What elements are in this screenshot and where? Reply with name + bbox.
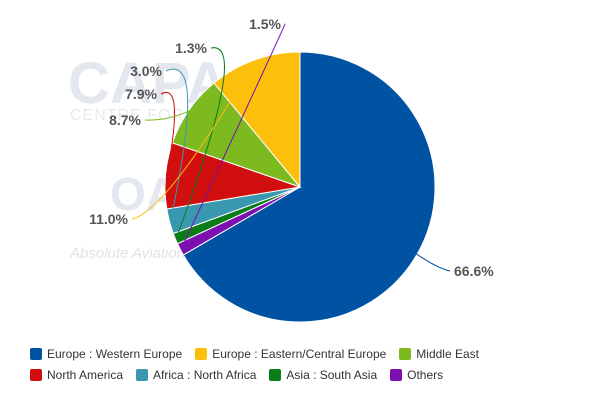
leader-line xyxy=(144,110,191,121)
legend-swatch xyxy=(399,347,412,360)
slice-label: 66.6% xyxy=(454,263,494,279)
legend-item[interactable]: Middle East xyxy=(399,347,479,361)
slice-label: 11.0% xyxy=(89,211,128,227)
slice-labels: 66.6% 1.5% 1.3% 3.0% 7.9% 8.7% 11.0% xyxy=(89,16,494,279)
legend-swatch xyxy=(195,347,208,360)
legend-swatch xyxy=(30,368,42,381)
slice-label: 7.9% xyxy=(125,86,157,102)
leader-line xyxy=(180,23,286,250)
legend-item[interactable]: Africa : North Africa xyxy=(136,368,256,382)
leader-line xyxy=(160,92,176,176)
pie-slices xyxy=(164,51,436,323)
legend-label: Africa : North Africa xyxy=(153,367,257,382)
legend-swatch xyxy=(136,368,149,381)
legend-swatch xyxy=(269,368,282,381)
leader-line xyxy=(131,60,256,220)
legend-item[interactable]: Asia : South Asia xyxy=(269,368,377,382)
leader-line xyxy=(415,253,451,272)
legend-row: North America Africa : North Africa Asia :… xyxy=(30,364,590,385)
legend-label: Europe : Eastern/Central Europe xyxy=(212,346,387,361)
pie-slice xyxy=(213,51,301,189)
legend-label: Europe : Western Europe xyxy=(47,346,183,361)
legend-item[interactable]: Others xyxy=(390,368,443,382)
legend-item[interactable]: Europe : Eastern/Central Europe xyxy=(195,347,386,361)
legend-label: Middle East xyxy=(416,346,479,361)
legend-item[interactable]: Europe : Western Europe xyxy=(30,347,182,361)
legend-item[interactable]: North America xyxy=(30,368,123,382)
legend-label: Others xyxy=(407,367,444,382)
slice-label: 1.3% xyxy=(175,40,207,56)
leader-line xyxy=(165,68,189,222)
watermark-tagline: Absolute Aviation xyxy=(69,245,185,262)
legend-swatch xyxy=(390,368,403,381)
legend-row: Europe : Western Europe Europe : Eastern/… xyxy=(30,343,590,364)
slice-label: 8.7% xyxy=(109,112,141,128)
legend: Europe : Western Europe Europe : Eastern/… xyxy=(30,343,590,385)
legend-swatch xyxy=(30,347,42,360)
leader-line xyxy=(175,47,225,239)
slice-label: 1.5% xyxy=(249,16,281,32)
legend-label: Asia : South Asia xyxy=(286,367,378,382)
slice-label: 3.0% xyxy=(130,63,162,79)
leader-lines xyxy=(131,23,451,272)
legend-label: North America xyxy=(47,367,124,382)
